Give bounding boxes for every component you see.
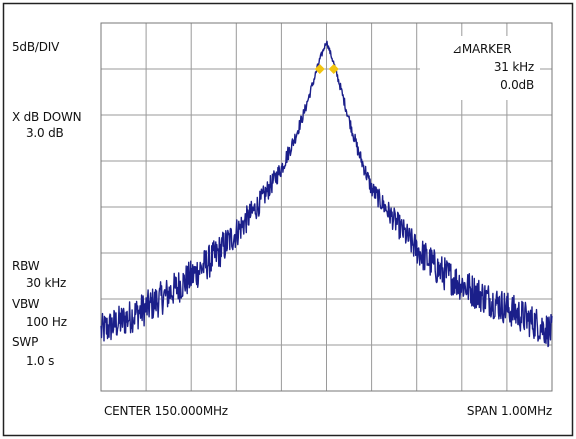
rbw-value: 30 kHz [26, 276, 67, 290]
vbw-value: 100 Hz [26, 315, 67, 329]
scale-label: 5dB/DIV [12, 40, 60, 54]
x-db-down-label: X dB DOWN [12, 110, 82, 124]
swp-value: 1.0 s [26, 354, 55, 368]
center-frequency-label: CENTER 150.000MHz [104, 404, 228, 418]
x-db-down-value: 3.0 dB [26, 126, 64, 140]
marker-layer [314, 64, 339, 74]
trace-layer [100, 40, 553, 348]
marker-point-1 [314, 64, 325, 74]
marker-readout-box [420, 36, 540, 100]
marker-delta: 31 kHz [493, 60, 534, 74]
span-label: SPAN 1.00MHz [466, 404, 552, 418]
swp-label: SWP [12, 335, 39, 349]
marker-point-2 [328, 64, 339, 74]
rbw-label: RBW [12, 259, 40, 273]
plot-border [100, 22, 553, 392]
delta-symbol: ⊿ [452, 42, 462, 56]
series-line [100, 40, 553, 348]
marker-level: 0.0dB [500, 78, 534, 92]
marker-title: ⊿MARKER [452, 42, 512, 56]
marker-title-text: MARKER [461, 42, 512, 56]
vbw-label: VBW [12, 297, 40, 311]
